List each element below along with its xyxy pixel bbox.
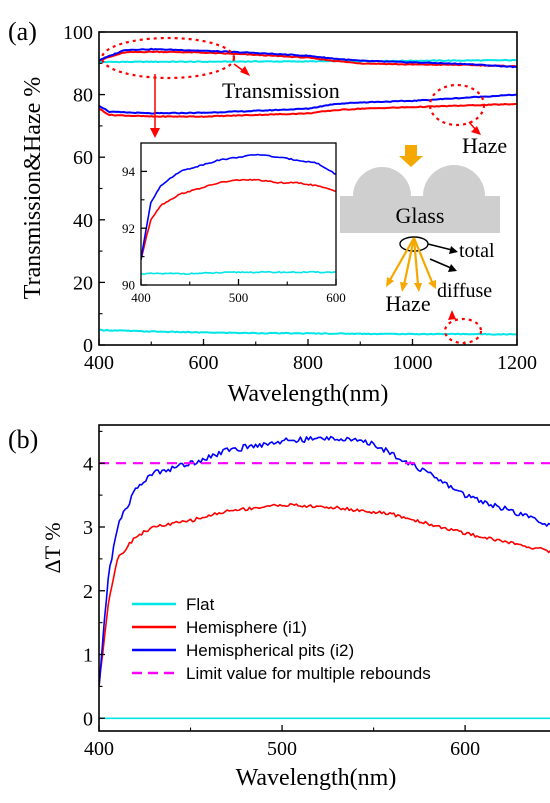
panel-b-y-tick-label: 1 <box>83 645 93 667</box>
haze-top-annotation: Haze <box>462 133 507 158</box>
inset-axis-layer: 400 500 600 90 92 94 <box>122 164 346 305</box>
total-pointer-arrowhead <box>449 246 458 254</box>
inset-series-line <box>141 153 336 260</box>
panel-b-series-line <box>99 503 550 688</box>
panel-a-axis-layer: 400 600 800 1000 1200 0 20 40 60 80 100 <box>63 22 537 374</box>
panel-b-x-tick-label: 500 <box>267 738 297 760</box>
inset-pointer-arrowhead <box>150 128 160 138</box>
panel-b-y-tick-label: 4 <box>83 453 93 475</box>
panel-a-xlabel: Wavelength(nm) <box>228 381 389 407</box>
panel-b-plot-frame <box>98 424 550 732</box>
inset-y-tick-label: 92 <box>122 221 135 236</box>
inset-background <box>141 143 336 285</box>
panel-b-axis-layer: 40050060070001234 <box>83 430 480 760</box>
glass-label: Glass <box>396 203 445 228</box>
panel-a-y-tick-label: 20 <box>73 272 93 294</box>
diffuse-pointer-arrow <box>429 258 452 269</box>
haze-bottom-pointer-arrowhead <box>448 310 456 320</box>
panel-a-y-tick-label: 60 <box>73 147 93 169</box>
glass-substrate <box>340 196 500 233</box>
panel-a-series-line <box>99 58 517 64</box>
total-pointer-arrow <box>427 243 453 251</box>
diffuse-pointer-arrowhead <box>448 264 457 272</box>
panel-a: (a) 400 600 800 1000 1200 0 20 40 60 80 100 Wavele… <box>8 17 537 407</box>
panel-a-x-tick-label: 1000 <box>393 352 433 374</box>
panel-b-y-tick-label: 2 <box>83 581 93 603</box>
panel-a-series-layer <box>99 47 517 336</box>
panel-a-x-tick-label: 600 <box>189 352 219 374</box>
inset-y-tick-label: 90 <box>122 278 135 293</box>
panel-a-x-tick-label: 800 <box>293 352 323 374</box>
haze-bottom-highlight-ellipse <box>443 317 483 345</box>
transmission-pointer-arrowhead <box>240 66 250 76</box>
haze-top-highlight-ellipse <box>428 83 486 127</box>
panel-b-x-tick-label: 400 <box>84 738 114 760</box>
panel-b-legend: Flat Hemisphere (i1) Hemispherical pits (i… <box>132 595 431 683</box>
inset-plot: 400 500 600 90 92 94 <box>122 142 346 305</box>
panel-a-y-tick-label: 40 <box>73 210 93 232</box>
panel-a-series-line <box>99 328 517 336</box>
inset-series-line <box>141 270 336 275</box>
inset-series-line <box>141 178 336 260</box>
panel-a-x-tick-label: 400 <box>84 352 114 374</box>
hemisphere-right <box>423 165 485 196</box>
transmission-annotation: Transmission <box>222 78 340 103</box>
inset-y-tick-label: 94 <box>122 164 136 179</box>
glass-schematic: Glass total diffuse Haze <box>340 145 500 316</box>
total-label: total <box>459 240 495 262</box>
panel-b-ylabel: ΔT % <box>40 522 65 573</box>
panel-b-y-tick-label: 3 <box>83 517 93 539</box>
panel-b-x-tick-label: 600 <box>450 738 480 760</box>
inset-x-tick-label: 600 <box>326 290 346 305</box>
panel-b-xlabel: Wavelength(nm) <box>236 765 397 791</box>
panel-a-y-tick-label: 0 <box>83 335 93 357</box>
haze-schematic-label: Haze <box>385 291 430 316</box>
panel-a-ylabel: Transmission&Haze % <box>20 77 46 299</box>
scattered-light-arrowheads <box>386 277 436 292</box>
panel-a-series-line <box>99 103 517 118</box>
incident-light-arrow <box>399 145 423 167</box>
transmission-highlight-ellipse <box>100 36 236 80</box>
panel-a-x-tick-label: 1200 <box>497 352 537 374</box>
haze-top-pointer-arrowhead <box>471 126 481 135</box>
inset-x-tick-label: 400 <box>131 290 151 305</box>
panel-a-series-line <box>99 47 517 69</box>
panel-a-series-line <box>99 50 517 68</box>
legend-label: Limit value for multiple rebounds <box>186 664 431 683</box>
legend-label: Hemisphere (i1) <box>186 618 307 637</box>
panel-a-series-line <box>99 93 517 115</box>
legend-label: Flat <box>186 595 215 614</box>
panel-b: (b) 40050060070001234 Wavelength(nm) ΔT … <box>8 424 550 791</box>
inset-x-tick-label: 500 <box>229 290 249 305</box>
hemisphere-left <box>353 167 411 196</box>
panel-b-series-line <box>99 435 550 687</box>
panel-a-y-tick-label: 80 <box>73 85 93 107</box>
legend-label: Hemispherical pits (i2) <box>186 641 354 660</box>
panel-b-series-layer <box>99 435 550 720</box>
diffuse-label: diffuse <box>437 280 492 302</box>
panel-a-y-tick-label: 100 <box>63 22 93 44</box>
panel-b-label: (b) <box>8 425 38 454</box>
scattered-light-rays <box>389 237 434 286</box>
inset-series-layer <box>141 153 336 275</box>
panel-b-y-tick-label: 0 <box>83 708 93 730</box>
panel-a-label: (a) <box>8 17 37 46</box>
